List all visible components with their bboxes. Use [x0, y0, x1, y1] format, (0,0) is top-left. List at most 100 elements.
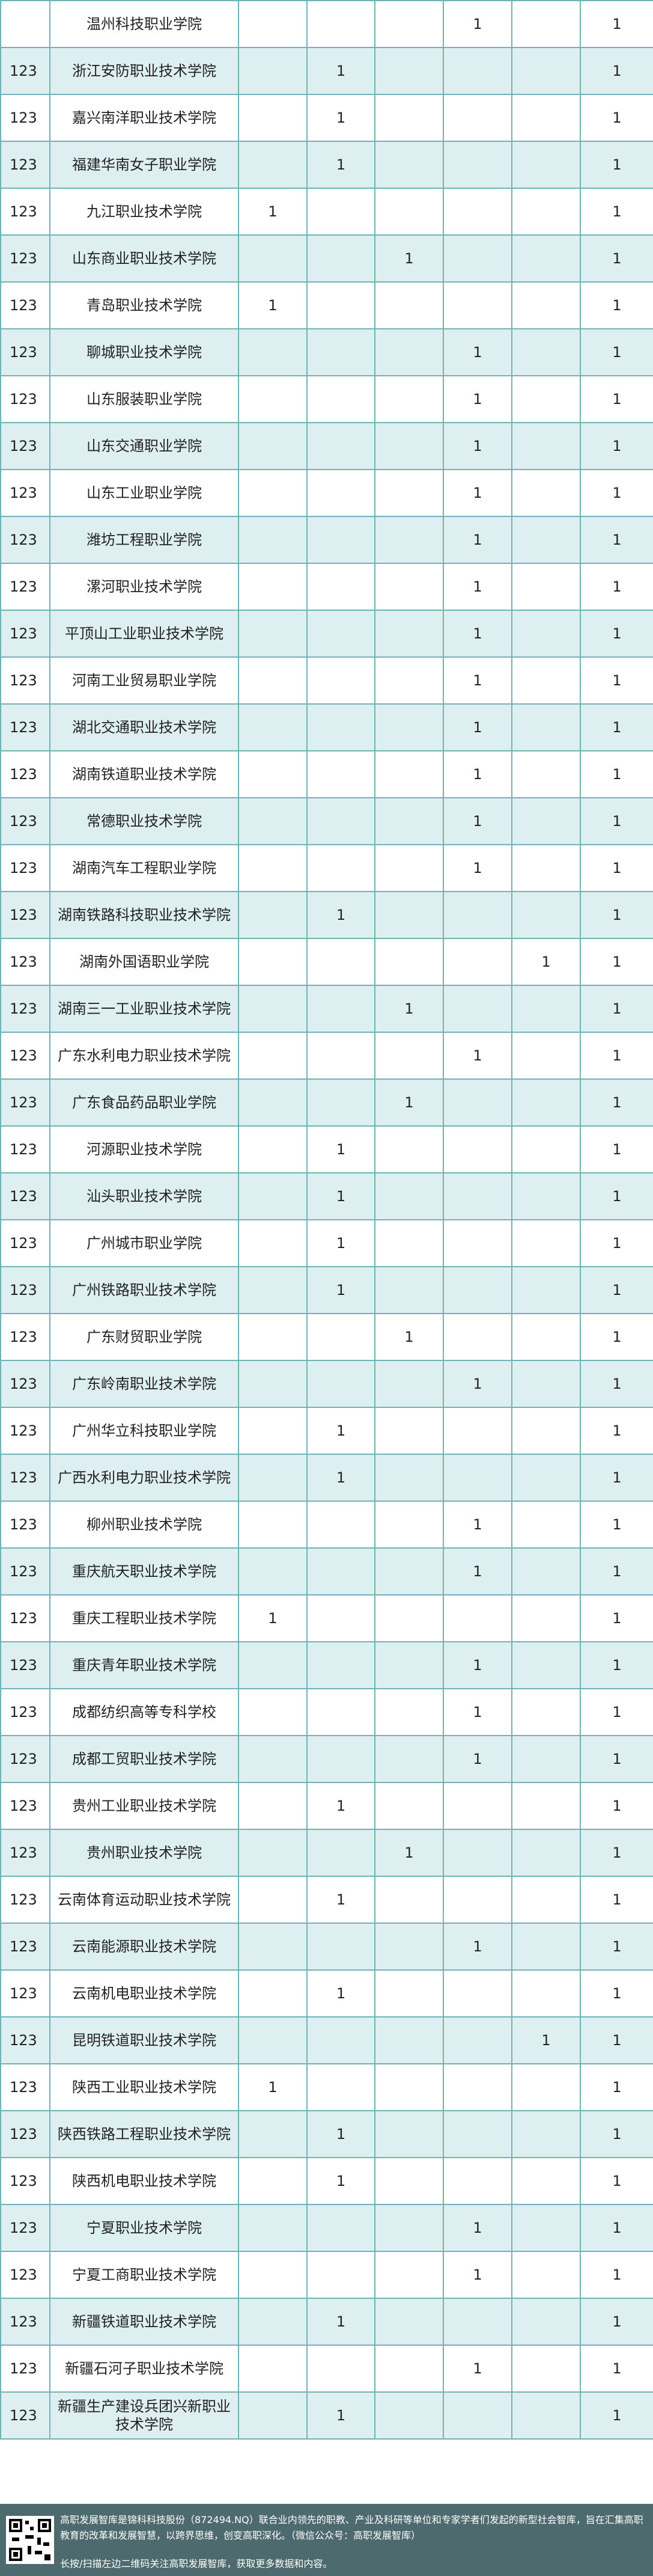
- table-row: 123 河南工业贸易职业学院 1 1: [0, 656, 653, 705]
- count-cell: 1: [511, 938, 581, 986]
- count-cell: 1: [580, 281, 653, 329]
- count-cell: 1: [580, 1032, 653, 1080]
- school-cell: 山东工业职业学院: [49, 469, 239, 517]
- count-cell: 1: [580, 1782, 653, 1830]
- count-cell: 1: [580, 656, 653, 705]
- table-row: 123 广东财贸职业学院 1 1: [0, 1313, 653, 1361]
- count-cell: [443, 1172, 512, 1220]
- school-cell: 成都工贸职业技术学院: [49, 1735, 239, 1783]
- rank-cell: 123: [0, 1829, 50, 1877]
- table-row: 123 柳州职业技术学院 1 1: [0, 1501, 653, 1549]
- count-cell: 1: [580, 328, 653, 376]
- school-cell: 潍坊工程职业学院: [49, 516, 239, 564]
- count-cell: 1: [443, 1360, 512, 1408]
- school-cell: 宁夏职业技术学院: [49, 2204, 239, 2252]
- rank-cell: 123: [0, 610, 50, 658]
- school-cell: 湖南三一工业职业技术学院: [49, 985, 239, 1033]
- school-cell: 重庆工程职业技术学院: [49, 1594, 239, 1642]
- rank-cell: 123: [0, 141, 50, 189]
- school-cell: 湖北交通职业技术学院: [49, 703, 239, 751]
- rank-cell: 123: [0, 985, 50, 1033]
- count-cell: 1: [306, 1454, 375, 1502]
- rank-cell: 123: [0, 281, 50, 329]
- count-cell: 1: [443, 1032, 512, 1080]
- count-cell: 1: [580, 797, 653, 845]
- count-cell: [238, 2251, 308, 2299]
- count-cell: 1: [580, 1735, 653, 1783]
- rank-cell: 123: [0, 1688, 50, 1736]
- count-cell: 1: [580, 375, 653, 423]
- school-cell: 广东水利电力职业技术学院: [49, 1032, 239, 1080]
- table-row: 123 广州华立科技职业学院 1 1: [0, 1407, 653, 1455]
- count-cell: 1: [443, 1501, 512, 1549]
- count-cell: [374, 938, 444, 986]
- count-cell: [374, 188, 444, 236]
- count-cell: [443, 2110, 512, 2158]
- count-cell: 1: [580, 1313, 653, 1361]
- table-row: 123 广州城市职业学院 1 1: [0, 1219, 653, 1267]
- school-cell: 湖南汽车工程职业学院: [49, 844, 239, 892]
- count-cell: [443, 1125, 512, 1173]
- count-cell: 1: [580, 2391, 653, 2440]
- count-cell: [238, 141, 308, 189]
- count-cell: [238, 1313, 308, 1361]
- school-cell: 成都纺织高等专科学校: [49, 1688, 239, 1736]
- count-cell: [374, 1594, 444, 1642]
- footer-text: 高职发展智库是锦科科技股份（872494.NQ）联合业内领先的职教、产业及科研等…: [60, 2514, 643, 2541]
- count-cell: [511, 141, 581, 189]
- count-cell: [374, 2016, 444, 2064]
- count-cell: [443, 1219, 512, 1267]
- rank-cell: 123: [0, 1594, 50, 1642]
- count-cell: [238, 516, 308, 564]
- rank-cell: 123: [0, 1782, 50, 1830]
- count-cell: [238, 94, 308, 142]
- count-cell: [306, 516, 375, 564]
- count-cell: 1: [443, 2204, 512, 2252]
- count-cell: 1: [580, 1407, 653, 1455]
- count-cell: [443, 1407, 512, 1455]
- count-cell: [238, 2157, 308, 2205]
- footer-note: 长按/扫描左边二维码关注高职发展智库，获取更多数据和内容。: [60, 2558, 333, 2569]
- count-cell: [511, 1078, 581, 1127]
- count-cell: [374, 797, 444, 845]
- count-cell: [374, 281, 444, 329]
- rank-cell: 123: [0, 938, 50, 986]
- count-cell: [443, 2298, 512, 2346]
- count-cell: [511, 1407, 581, 1455]
- count-cell: [374, 1407, 444, 1455]
- rank-cell: 123: [0, 469, 50, 517]
- count-cell: [511, 844, 581, 892]
- count-cell: 1: [580, 1125, 653, 1173]
- count-cell: 1: [374, 1829, 444, 1877]
- count-cell: [306, 797, 375, 845]
- table-row: 123 山东服装职业学院 1 1: [0, 375, 653, 423]
- count-cell: 1: [580, 1969, 653, 2018]
- count-cell: [238, 1407, 308, 1455]
- count-cell: [511, 2063, 581, 2111]
- count-cell: [306, 610, 375, 658]
- count-cell: 1: [580, 1688, 653, 1736]
- school-cell: 陕西铁路工程职业技术学院: [49, 2110, 239, 2158]
- table-row: 123 潍坊工程职业学院 1 1: [0, 516, 653, 564]
- rank-cell: 123: [0, 750, 50, 798]
- count-cell: [511, 0, 581, 48]
- count-cell: 1: [580, 1172, 653, 1220]
- count-cell: [306, 234, 375, 283]
- count-cell: 1: [443, 0, 512, 48]
- table-row: 123 嘉兴南洋职业技术学院 1 1: [0, 94, 653, 142]
- count-cell: [511, 610, 581, 658]
- count-cell: [374, 2391, 444, 2440]
- count-cell: 1: [580, 1829, 653, 1877]
- count-cell: 1: [443, 750, 512, 798]
- count-cell: [238, 1969, 308, 2018]
- table-row: 123 常德职业技术学院 1 1: [0, 797, 653, 845]
- rank-cell: 123: [0, 2345, 50, 2393]
- school-cell: 贵州职业技术学院: [49, 1829, 239, 1877]
- rank-cell: 123: [0, 1547, 50, 1595]
- table-row: 123 山东商业职业技术学院 1 1: [0, 234, 653, 283]
- school-cell: 广东岭南职业技术学院: [49, 1360, 239, 1408]
- count-cell: [443, 938, 512, 986]
- school-cell: 山东交通职业学院: [49, 422, 239, 470]
- count-cell: 1: [580, 2063, 653, 2111]
- rank-cell: 123: [0, 1125, 50, 1173]
